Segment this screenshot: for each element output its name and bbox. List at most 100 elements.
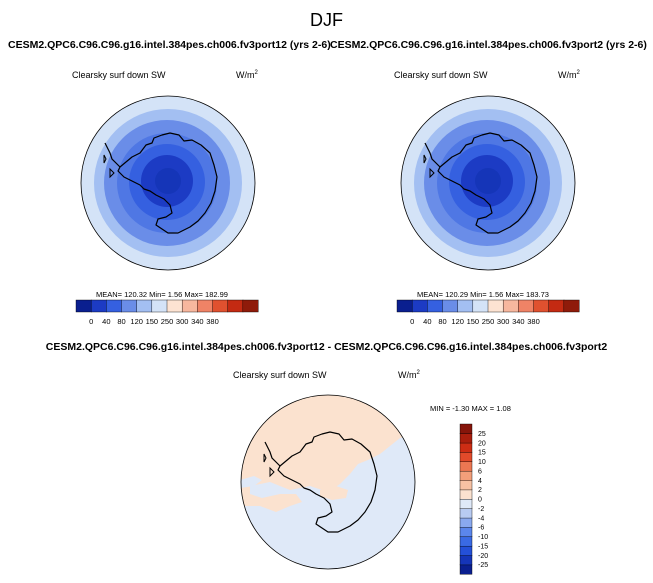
diff-polar-map: [240, 394, 416, 570]
panel2-stats: MEAN= 120.29 Min= 1.56 Max= 183.73: [417, 290, 549, 299]
panel1-colorbar-swatch: [212, 299, 229, 313]
diff-colorbar-swatch: [459, 461, 473, 472]
diff-colorbar-swatch: [459, 480, 473, 491]
panel1-colorbar-tick-label: 300: [176, 317, 189, 326]
diff-colorbar-swatch: [459, 508, 473, 519]
panel2-colorbar-swatch: [411, 299, 428, 313]
panel2-colorbar-swatch: [502, 299, 519, 313]
panel2-colorbar-swatch: [518, 299, 535, 313]
panel2-colorbar: 0 40 80 120 150 250 300 340 380: [396, 299, 580, 326]
ring-7: [155, 168, 181, 194]
peninsula-outline: [424, 142, 441, 168]
diff-colorbar-tick-label: 10: [478, 459, 486, 466]
diff-colorbar-swatch: [459, 498, 473, 509]
panel1-colorbar-tick-label: 80: [117, 317, 125, 326]
antarctica-coastline: [437, 132, 538, 234]
panel1-colorbar-swatch: [90, 299, 107, 313]
panel2-colorbar-tick-label: 40: [423, 317, 431, 326]
diff-colorbar-tick-label: -25: [478, 562, 488, 569]
panel2-colorbar-tick-label: 120: [451, 317, 464, 326]
panel1-stats: MEAN= 120.32 Min= 1.56 Max= 182.99: [96, 290, 228, 299]
panel2-colorbar-swatch: [487, 299, 504, 313]
diff-colorbar-swatch: [459, 526, 473, 538]
panel1-colorbar-swatch: [227, 299, 244, 313]
diff-unit-label: W/m2: [398, 370, 420, 380]
diff-colorbar-swatch: [459, 489, 473, 500]
diff-colorbar-tick-label: 15: [478, 450, 486, 457]
panel2-polar-map: [400, 95, 576, 271]
diff-colorbar-swatch: [459, 564, 473, 575]
panel1-colorbar: 0 40 80 120 150 250 300 340 380: [75, 299, 259, 326]
diff-colorbar-swatch: [459, 545, 473, 556]
panel1-polar-map: [80, 95, 256, 271]
diff-colorbar-tick-label: -20: [478, 553, 488, 560]
panel2-colorbar-swatch: [427, 299, 444, 313]
panel1-colorbar-tick-label: 380: [206, 317, 219, 326]
peninsula-outline: [104, 142, 121, 168]
panel2-colorbar-swatch: [533, 299, 550, 313]
panel1-colorbar-swatch: [151, 299, 168, 313]
panel2-colorbar-tick-label: 300: [497, 317, 510, 326]
panel1-colorbar-swatch: [181, 299, 198, 313]
diff-colorbar-tick-label: 0: [478, 497, 482, 504]
panel1-variable-label: Clearsky surf down SW: [72, 70, 166, 80]
island-outline: [423, 154, 435, 179]
panel1-colorbar-tick-label: 250: [161, 317, 174, 326]
panel2-colorbar-tick-label: 80: [438, 317, 446, 326]
diff-colorbar-swatch: [459, 433, 473, 444]
case2-title: CESM2.QPC6.C96.C96.g16.intel.384pes.ch00…: [330, 39, 647, 51]
panel1-colorbar-tick-label: 0: [89, 317, 93, 326]
panel1-colorbar-tick-label: 40: [102, 317, 110, 326]
diff-colorbar-tick-label: 2: [478, 487, 482, 494]
island-outline: [103, 154, 115, 179]
panel2-colorbar-swatch: [396, 299, 413, 313]
panel1-colorbar-swatch: [106, 299, 123, 313]
panel1-colorbar-tick-label: 150: [146, 317, 159, 326]
antarctica-coastline: [117, 132, 218, 234]
diff-colorbar-tick-label: 4: [478, 478, 482, 485]
panel1-colorbar-swatch: [197, 299, 214, 313]
diff-colorbar-swatch: [459, 423, 473, 434]
diff-colorbar-swatch: [459, 451, 473, 463]
panel1-colorbar-swatch: [121, 299, 138, 313]
diff-colorbar-tick-label: 6: [478, 468, 482, 475]
diff-colorbar-tick-label: -10: [478, 534, 488, 541]
panel2-colorbar-tick-label: 0: [410, 317, 414, 326]
diff-colorbar-swatch: [459, 517, 473, 528]
diff-variable-label: Clearsky surf down SW: [233, 370, 327, 380]
panel2-variable-label: Clearsky surf down SW: [394, 70, 488, 80]
diff-colorbar-tick-label: 20: [478, 440, 486, 447]
panel2-colorbar-swatch: [457, 299, 474, 313]
panel2-colorbar-tick-label: 380: [527, 317, 540, 326]
antarctica-coastline: [277, 431, 378, 533]
panel1-colorbar-swatch: [136, 299, 153, 313]
panel2-colorbar-tick-label: 250: [482, 317, 495, 326]
panel2-colorbar-swatch: [548, 299, 565, 313]
diff-positive-region: [320, 486, 348, 500]
panel2-colorbar-swatch: [442, 299, 459, 313]
diff-colorbar-swatch: [459, 536, 473, 547]
figure-title: DJF: [310, 10, 343, 30]
panel1-colorbar-swatch: [166, 299, 183, 313]
diff-colorbar-swatch: [459, 470, 473, 481]
diff-colorbar-swatch: [459, 555, 473, 566]
panel1-colorbar-swatch: [75, 299, 92, 313]
diff-colorbar-tick-label: -6: [478, 525, 484, 532]
ring-7: [475, 168, 501, 194]
diff-stats: MIN = -1.30 MAX = 1.08: [430, 404, 511, 413]
panel2-colorbar-swatch: [563, 299, 580, 313]
panel2-colorbar-tick-label: 340: [512, 317, 525, 326]
diff-colorbar-tick-label: 25: [478, 431, 486, 438]
peninsula-outline: [264, 441, 281, 467]
panel1-unit-label: W/m2: [236, 70, 258, 80]
panel2-colorbar-swatch: [472, 299, 489, 313]
diff-colorbar-swatch: [459, 442, 473, 453]
island-outline: [263, 453, 275, 478]
case1-title: CESM2.QPC6.C96.C96.g16.intel.384pes.ch00…: [8, 39, 331, 51]
panel2-unit-label: W/m2: [558, 70, 580, 80]
panel1-colorbar-tick-label: 340: [191, 317, 204, 326]
diff-colorbar-tick-label: -4: [478, 515, 484, 522]
panel1-colorbar-tick-label: 120: [130, 317, 143, 326]
diff-colorbar-tick-label: -15: [478, 543, 488, 550]
panel1-colorbar-swatch: [242, 299, 259, 313]
